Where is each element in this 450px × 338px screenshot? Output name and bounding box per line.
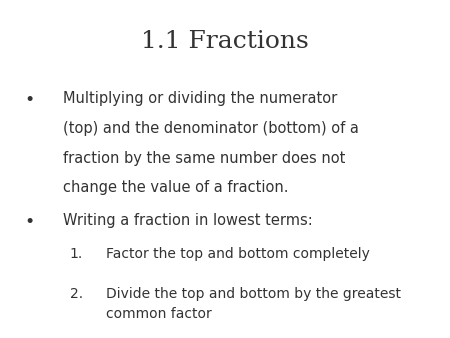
Text: change the value of a fraction.: change the value of a fraction. <box>63 180 288 195</box>
Text: 2.: 2. <box>70 287 83 301</box>
Text: (top) and the denominator (bottom) of a: (top) and the denominator (bottom) of a <box>63 121 359 136</box>
Text: fraction by the same number does not: fraction by the same number does not <box>63 151 346 166</box>
Text: Writing a fraction in lowest terms:: Writing a fraction in lowest terms: <box>63 213 313 228</box>
Text: 1.: 1. <box>70 247 83 261</box>
Text: Factor the top and bottom completely: Factor the top and bottom completely <box>106 247 369 261</box>
Text: 1.1 Fractions: 1.1 Fractions <box>141 30 309 53</box>
Text: Multiplying or dividing the numerator: Multiplying or dividing the numerator <box>63 91 337 106</box>
Text: •: • <box>25 213 35 231</box>
Text: Divide the top and bottom by the greatest
common factor: Divide the top and bottom by the greates… <box>106 287 401 321</box>
Text: •: • <box>25 91 35 109</box>
